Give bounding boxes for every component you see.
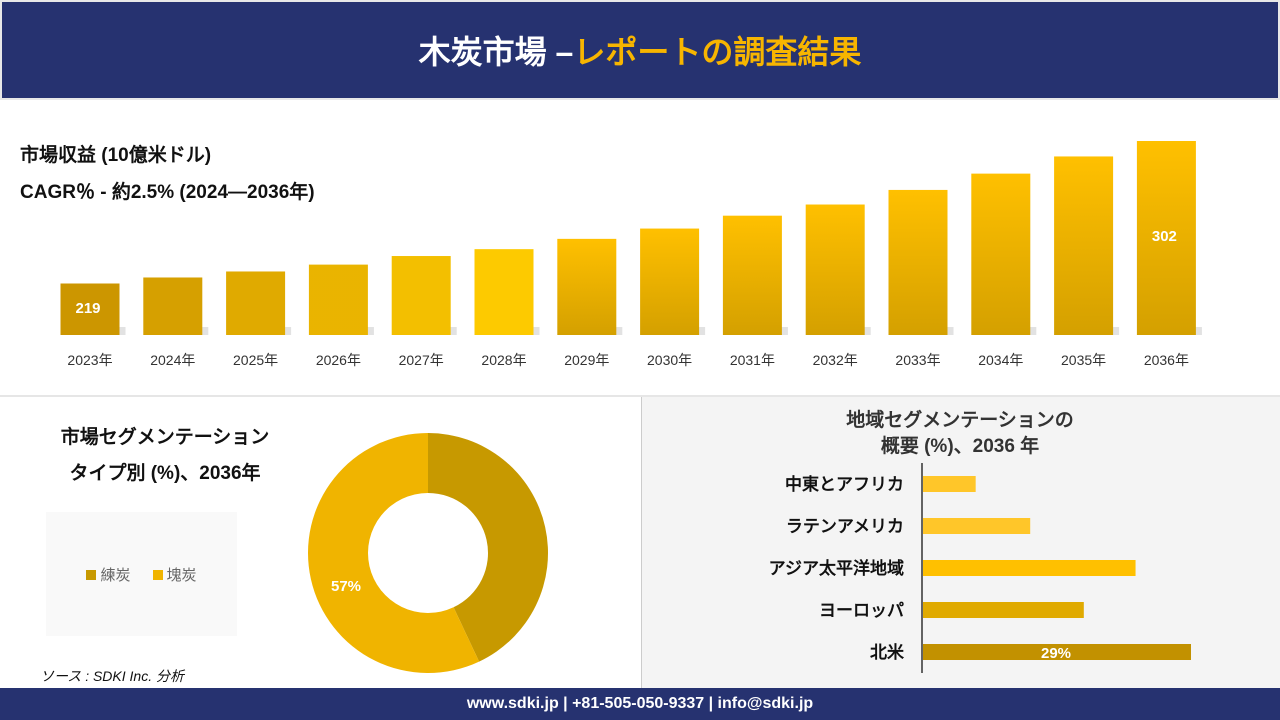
donut-slice xyxy=(308,433,480,674)
region-panel xyxy=(641,397,1280,688)
title-white: 木炭市場 – xyxy=(418,34,574,70)
type-title-1: 市場セグメンテーション xyxy=(60,427,270,448)
revenue-title: 市場収益 (10億米ドル) xyxy=(20,145,212,166)
bar xyxy=(226,271,286,335)
x-tick-label: 2025年 xyxy=(233,352,278,368)
bar xyxy=(1136,141,1196,335)
bar xyxy=(640,228,700,335)
x-tick-label: 2029年 xyxy=(564,352,609,368)
bar xyxy=(722,215,782,335)
x-tick-label: 2030年 xyxy=(647,352,692,368)
legend-swatch xyxy=(86,569,97,580)
bar xyxy=(308,264,368,335)
bar xyxy=(391,256,451,335)
x-tick-label: 2036年 xyxy=(1144,352,1189,368)
bar xyxy=(474,249,534,335)
x-tick-label: 2024年 xyxy=(150,352,195,368)
x-tick-label: 2023年 xyxy=(67,352,112,368)
x-tick-label: 2033年 xyxy=(895,352,940,368)
x-tick-label: 2032年 xyxy=(813,352,858,368)
cagr-text: CAGR％ - 約2.5% (2024—2036年) xyxy=(20,182,315,203)
legend-item: 練炭 xyxy=(86,564,131,585)
data-label: 219 xyxy=(75,300,100,317)
bar xyxy=(557,238,617,335)
region-bar xyxy=(923,602,1084,618)
region-label: 中東とアフリカ xyxy=(785,474,904,494)
source-note: ソース : SDKI Inc. 分析 xyxy=(40,668,184,684)
region-label: ラテンアメリカ xyxy=(786,517,904,536)
region-bar xyxy=(923,518,1031,534)
region-title-1: 地域セグメンテーションの xyxy=(846,410,1074,431)
region-data-label: 29% xyxy=(1041,645,1071,662)
region-bar xyxy=(923,644,1191,660)
x-tick-label: 2035年 xyxy=(1061,352,1106,368)
bar xyxy=(143,277,203,335)
bar xyxy=(60,283,120,335)
legend-item: 塊炭 xyxy=(152,564,197,585)
x-tick-label: 2028年 xyxy=(481,352,526,368)
region-label: アジア太平洋地域 xyxy=(769,558,904,578)
region-bar xyxy=(923,476,976,492)
region-title-2: 概要 (%)、2036 年 xyxy=(880,436,1040,457)
data-label: 302 xyxy=(1152,228,1177,245)
donut-legend: 練炭 塊炭 xyxy=(46,512,237,636)
footer-contact: www.sdki.jp | +81-505-050-9337 | info@sd… xyxy=(0,688,1280,720)
region-bar xyxy=(923,560,1136,576)
x-tick-label: 2027年 xyxy=(399,352,444,368)
x-tick-label: 2031年 xyxy=(730,352,775,368)
donut-label: 57% xyxy=(331,578,361,595)
bar xyxy=(805,204,865,335)
x-tick-label: 2026年 xyxy=(316,352,361,368)
donut-slice xyxy=(428,433,548,662)
region-label: ヨーロッパ xyxy=(819,601,904,620)
x-tick-label: 2034年 xyxy=(978,352,1023,368)
legend-swatch xyxy=(152,569,163,580)
type-title-2: タイプ別 (%)、2036年 xyxy=(69,463,261,484)
divider xyxy=(0,395,1280,397)
bar xyxy=(971,173,1031,335)
region-label: 北米 xyxy=(870,642,905,662)
bar xyxy=(888,189,948,335)
bar xyxy=(1054,156,1114,335)
title-orange: レポートの調査結果 xyxy=(573,34,862,70)
header: 木炭市場 – レポートの調査結果 xyxy=(0,0,1280,100)
